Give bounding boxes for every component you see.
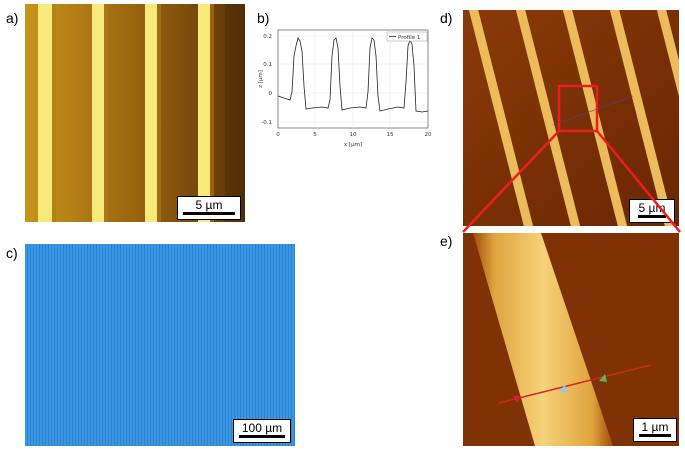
- panel-d-scale-line: [638, 215, 666, 218]
- panel-b-ytick-0: 0.2: [263, 34, 272, 40]
- panel-d-stripes: [463, 10, 679, 226]
- panel-c-label: c): [6, 245, 18, 261]
- panel-b-legend: Profile 1: [398, 35, 420, 41]
- panel-c-scale-line: [239, 435, 285, 438]
- zoom-connector-lines: [462, 130, 681, 233]
- panel-b-xtick-1: 5: [313, 132, 317, 138]
- panel-b-label: b): [257, 10, 270, 26]
- panel-a-label: a): [6, 10, 19, 26]
- panel-d-label: d): [440, 10, 453, 26]
- panel-b-ytick-1: 0.1: [263, 62, 272, 68]
- panel-b-xtick-3: 15: [387, 132, 394, 138]
- panel-e-label: e): [440, 233, 453, 249]
- panel-e-texture: [463, 233, 679, 446]
- panel-b-xlabel: x [µm]: [344, 142, 362, 148]
- panel-b-ytick-2: 0: [269, 91, 273, 97]
- panel-e-scalebar: 1 µm: [633, 418, 677, 442]
- panel-a-image: 5 µm: [25, 4, 245, 222]
- panel-b-svg: Profile 1 0.2 0.1 0 -0.1 0 5 10 15 20 x …: [258, 29, 432, 148]
- panel-a-stripes: [25, 4, 245, 222]
- panel-c-scalebar: 100 µm: [233, 419, 291, 443]
- panel-d-zoom-box: [557, 84, 599, 133]
- panel-c-image: 100 µm: [25, 244, 295, 446]
- panel-b-ytick-3: -0.1: [261, 120, 272, 126]
- panel-c-scale-label: 100 µm: [241, 421, 283, 435]
- panel-b-xtick-0: 0: [276, 132, 280, 138]
- panel-b-ylabel: z [µm]: [258, 70, 264, 88]
- panel-c-texture: [25, 244, 295, 446]
- panel-b-xtick-2: 10: [350, 132, 357, 138]
- panel-e-scale-label: 1 µm: [641, 420, 669, 434]
- panel-b-plot: Profile 1 0.2 0.1 0 -0.1 0 5 10 15 20 x …: [256, 26, 436, 152]
- panel-d-image: 5 µm: [463, 10, 679, 226]
- panel-a-scale-label: 5 µm: [195, 198, 223, 212]
- panel-e-scale-line: [639, 434, 671, 437]
- panel-b-xtick-4: 20: [425, 132, 432, 138]
- panel-a-scalebar: 5 µm: [177, 196, 241, 220]
- panel-e-image: 1 µm: [463, 233, 679, 446]
- panel-a-scale-line: [183, 212, 235, 215]
